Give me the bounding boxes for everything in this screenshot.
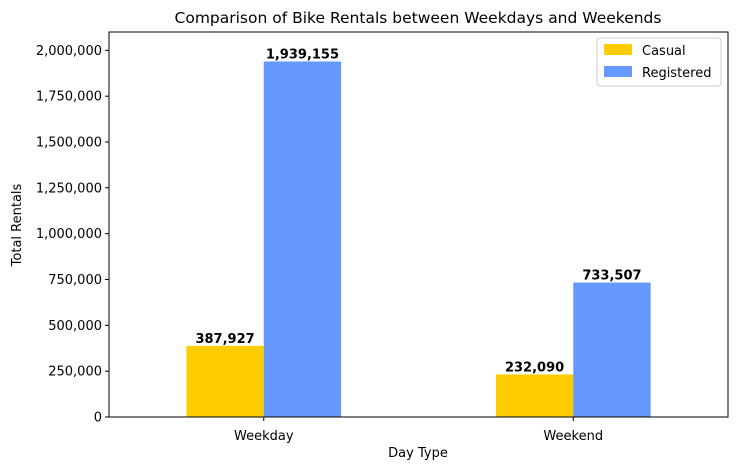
bar-registered-weekend [573, 282, 651, 417]
y-axis: 0 250,000 500,000 750,000 1,000,000 1,250,000… [36, 44, 109, 426]
bar-labels: 387,927 1,939,155 232,090 733,507 [195, 47, 641, 375]
data-label: 1,939,155 [266, 47, 339, 62]
data-label: 232,090 [505, 360, 564, 375]
y-tick-label: 750,000 [48, 273, 102, 288]
legend: Casual Registered [596, 37, 722, 87]
legend-label-registered: Registered [642, 66, 712, 81]
y-tick-label: 1,250,000 [36, 181, 102, 196]
legend-swatch-casual [604, 44, 632, 55]
y-tick-label: 250,000 [48, 365, 102, 380]
x-tick-label: Weekday [234, 429, 294, 444]
y-tick-label: 1,000,000 [36, 227, 102, 242]
bar-casual-weekend [495, 374, 574, 417]
bars [186, 61, 651, 417]
x-tick-label: Weekend [543, 429, 603, 444]
y-tick-label: 500,000 [48, 319, 102, 334]
bar-casual-weekday [186, 345, 264, 417]
y-tick-label: 0 [94, 411, 102, 426]
y-tick-label: 1,750,000 [36, 90, 102, 105]
legend-label-casual: Casual [642, 44, 686, 59]
y-tick-label: 2,000,000 [36, 44, 102, 59]
y-axis-label: Total Rentals [10, 183, 25, 267]
y-tick-label: 1,500,000 [36, 136, 102, 151]
x-axis: Weekday Weekend [234, 417, 603, 444]
bar-registered-weekday [263, 61, 342, 417]
chart-title: Comparison of Bike Rentals between Weekd… [175, 9, 662, 27]
legend-swatch-registered [604, 66, 632, 77]
data-label: 387,927 [195, 332, 254, 347]
x-axis-label: Day Type [388, 446, 448, 461]
data-label: 733,507 [582, 269, 641, 284]
plot-frame [108, 31, 729, 418]
